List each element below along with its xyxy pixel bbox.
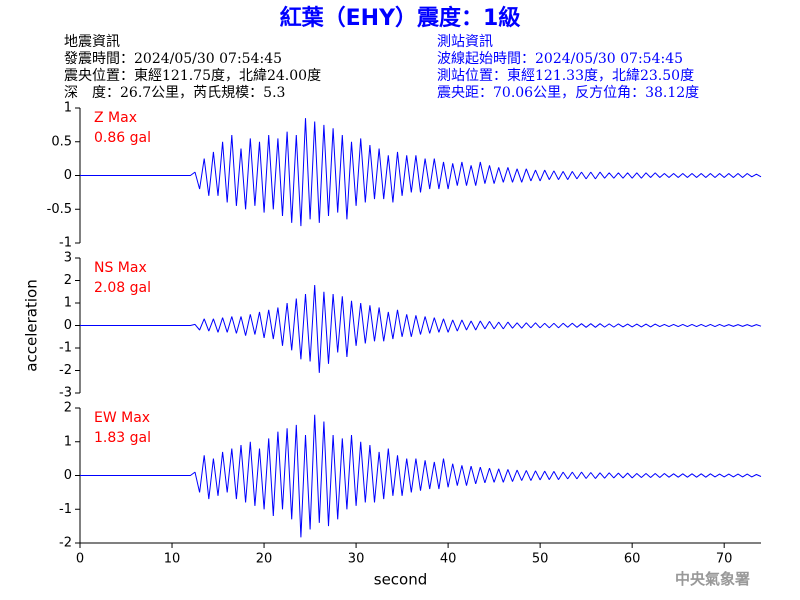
x-tick-label: 50 — [532, 552, 549, 567]
y-tick-label: 1 — [64, 434, 72, 449]
x-tick-label: 70 — [716, 552, 733, 567]
info-line: 深 度：26.7公里，芮氏規模：5.3 — [64, 84, 285, 101]
x-tick-label: 20 — [256, 552, 273, 567]
info-line: 測站位置：東經121.33度，北緯23.50度 — [437, 68, 694, 84]
info-line: 發震時間：2024/05/30 07:54:45 — [64, 51, 282, 67]
footer: 中央氣象署 — [675, 570, 750, 588]
panel-annotation: 2.08 gal — [94, 280, 151, 296]
x-tick-label: 30 — [348, 552, 365, 567]
waveform — [80, 118, 762, 227]
y-tick-label: -2 — [59, 536, 72, 551]
waveform — [80, 284, 762, 373]
y-tick-label: 0.5 — [51, 134, 72, 149]
waveform — [80, 414, 762, 538]
chart-title: 紅葉（EHY）震度：1級 — [280, 5, 521, 31]
y-tick-label: -3 — [59, 386, 72, 401]
x-tick-label: 60 — [624, 552, 641, 567]
x-tick-label: 0 — [76, 552, 84, 567]
panel-label: EW Max — [94, 410, 150, 426]
panel-annotation: 0.86 gal — [94, 130, 151, 146]
y-tick-label: 0 — [64, 168, 72, 183]
y-tick-label: -1 — [59, 502, 72, 517]
panel-annotation: 1.83 gal — [94, 430, 151, 446]
y-tick-label: -2 — [59, 363, 72, 378]
y-tick-label: 1 — [64, 296, 72, 311]
x-tick-label: 10 — [164, 552, 181, 567]
info-title: 測站資訊 — [437, 34, 493, 50]
y-tick-label: -0.5 — [47, 202, 72, 217]
y-tick-label: 0 — [64, 318, 72, 333]
info-title: 地震資訊 — [64, 34, 120, 50]
y-axis-label: acceleration — [23, 279, 41, 371]
y-tick-label: 2 — [64, 401, 72, 416]
x-tick-label: 40 — [440, 552, 457, 567]
info-line: 波線起始時間：2024/05/30 07:54:45 — [437, 51, 683, 67]
y-tick-label: 1 — [64, 101, 72, 116]
y-tick-label: 0 — [64, 468, 72, 483]
y-tick-label: -1 — [59, 236, 72, 251]
y-tick-label: 2 — [64, 273, 72, 288]
x-axis-label: second — [374, 571, 428, 589]
info-line: 震央距：70.06公里，反方位角：38.12度 — [437, 85, 699, 101]
y-tick-label: -1 — [59, 341, 72, 356]
panel-label: Z Max — [94, 110, 137, 126]
y-tick-label: 3 — [64, 251, 72, 266]
panel-label: NS Max — [94, 260, 147, 276]
info-line: 震央位置：東經121.75度，北緯24.00度 — [64, 68, 321, 84]
